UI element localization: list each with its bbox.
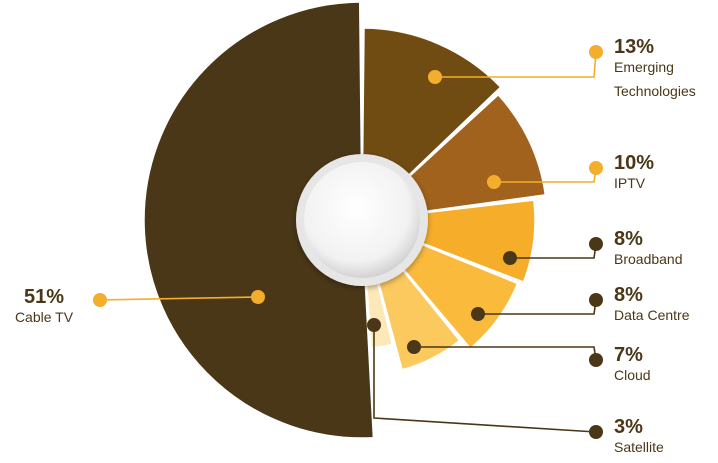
slice-value-label: 8% xyxy=(614,228,643,250)
connector-end-dot xyxy=(589,237,603,251)
connector-line xyxy=(373,325,597,433)
slice-value-label: 7% xyxy=(614,344,643,366)
slices-group xyxy=(143,1,547,439)
connector-end-dot xyxy=(589,425,603,439)
slice-category-label: Technologies xyxy=(614,83,696,99)
slice-category-label: Cloud xyxy=(614,367,651,383)
slice-value-label: 3% xyxy=(614,416,643,438)
slice-value-label: 51% xyxy=(24,286,64,308)
donut-hole-inner xyxy=(304,162,420,278)
connector-end-dot xyxy=(589,161,603,175)
slice-category-label: Cable TV xyxy=(15,309,74,325)
connector-dot xyxy=(471,307,485,321)
connector-dot xyxy=(367,318,381,332)
connector-end-dot xyxy=(93,293,107,307)
connector-dot xyxy=(428,70,442,84)
connector-dot xyxy=(407,340,421,354)
slice-category-label: Broadband xyxy=(614,251,683,267)
slice-value-label: 10% xyxy=(614,152,654,174)
slice-value-label: 13% xyxy=(614,36,654,58)
connector-end-dot xyxy=(589,45,603,59)
slice-value-label: 8% xyxy=(614,284,643,306)
connector-end-dot xyxy=(589,353,603,367)
connector-line xyxy=(99,296,259,301)
connector-dot xyxy=(251,290,265,304)
connectors-group xyxy=(93,45,603,439)
slice-category-label: Emerging xyxy=(614,59,674,75)
connector-end-dot xyxy=(589,293,603,307)
connector-dot xyxy=(503,251,517,265)
connector-line xyxy=(435,51,597,78)
labels-group: 51%Cable TV 13%Emerging Technologies 10%IPT… xyxy=(15,36,696,455)
slice-category-label: IPTV xyxy=(614,175,646,191)
connector-dot xyxy=(487,175,501,189)
slice-category-label: Data Centre xyxy=(614,307,690,323)
slice-category-label: Satellite xyxy=(614,439,664,455)
